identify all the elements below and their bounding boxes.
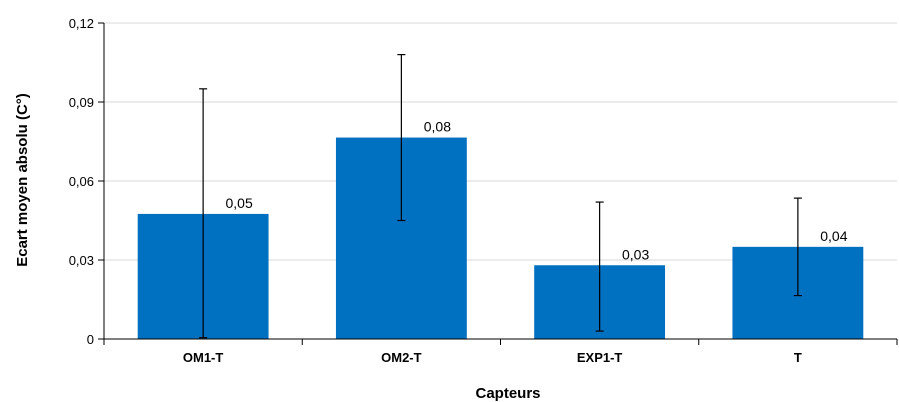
x-tick-label: OM1-T bbox=[183, 350, 224, 365]
x-axis-title: Capteurs bbox=[475, 385, 540, 402]
y-tick-label: 0 bbox=[87, 332, 94, 347]
error-bars bbox=[199, 53, 802, 339]
x-tick-label: OM2-T bbox=[381, 350, 422, 365]
data-label: 0,05 bbox=[226, 195, 253, 211]
y-axis-title: Ecart moyen absolu (C°) bbox=[14, 93, 31, 267]
bars bbox=[137, 137, 864, 339]
y-tick-labels: 0 0,03 0,06 0,09 0,12 bbox=[69, 16, 104, 347]
data-label: 0,04 bbox=[820, 228, 847, 244]
y-tick-label: 0,09 bbox=[69, 95, 94, 110]
y-tick-label: 0,12 bbox=[69, 16, 94, 31]
data-label: 0,08 bbox=[424, 119, 451, 135]
x-tick-label: T bbox=[794, 350, 802, 365]
y-tick-label: 0,06 bbox=[69, 174, 94, 189]
data-label: 0,03 bbox=[622, 246, 649, 262]
data-labels: 0,05 0,08 0,03 0,04 bbox=[226, 119, 848, 263]
x-tick-label: EXP1-T bbox=[577, 350, 623, 365]
x-tick-labels: OM1-T OM2-T EXP1-T T bbox=[103, 339, 898, 365]
y-tick-label: 0,03 bbox=[69, 253, 94, 268]
